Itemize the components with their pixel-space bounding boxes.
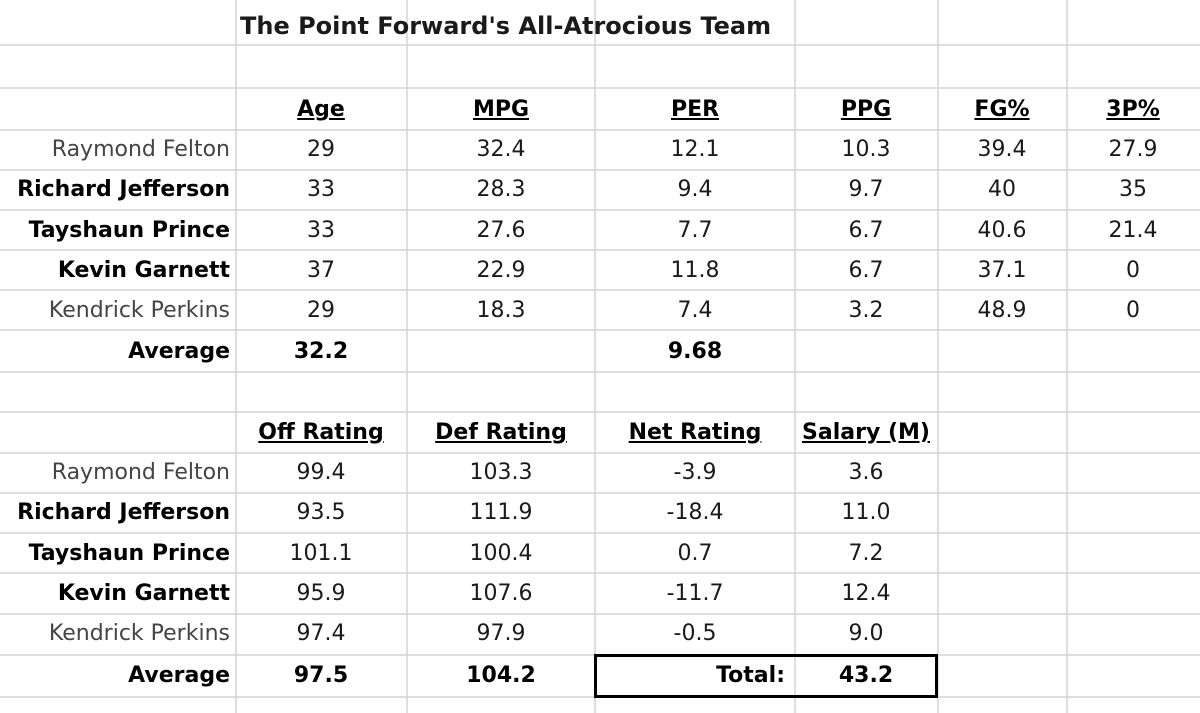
cell-value: 7.2 [848, 540, 884, 566]
cell-value: 37.1 [977, 257, 1027, 283]
average-label: Average [128, 663, 230, 688]
cell-value: 40 [988, 177, 1016, 203]
cell-value: -0.5 [673, 621, 717, 647]
cell-value: 0 [1126, 257, 1140, 283]
player-name: Kevin Garnett [57, 580, 230, 606]
cell-value: 12.4 [841, 580, 891, 606]
cell-value: 28.3 [476, 177, 526, 203]
cell-value: 11.0 [841, 500, 891, 526]
cell-value: 22.9 [476, 257, 526, 283]
player-name: Tayshaun Prince [28, 217, 230, 243]
cell-value: 100.4 [469, 540, 533, 566]
average-value: 104.2 [466, 663, 536, 688]
total-value: 43.2 [838, 663, 894, 688]
column-header: PER [670, 97, 720, 122]
cell-value: 3.6 [848, 460, 884, 485]
average-value: 97.5 [293, 663, 349, 688]
cell-value: 27.6 [476, 217, 526, 243]
column-header: Salary (M) [802, 420, 930, 445]
cell-value: 107.6 [469, 580, 533, 606]
cell-value: 6.7 [848, 217, 884, 243]
cell-value: 12.1 [670, 137, 720, 162]
cell-value: -18.4 [666, 500, 724, 526]
player-name: Richard Jefferson [17, 177, 230, 203]
cell-value: 111.9 [469, 500, 533, 526]
sheet-title: The Point Forward's All-Atrocious Team [240, 12, 772, 40]
cell-value: 9.7 [848, 177, 884, 203]
cell-value: 32.4 [476, 137, 526, 162]
cell-value: 99.4 [296, 460, 346, 485]
cell-value: 40.6 [977, 217, 1027, 243]
player-name: Richard Jefferson [17, 500, 230, 526]
cell-value: 101.1 [289, 540, 353, 566]
average-label: Average [128, 339, 230, 364]
cell-value: -11.7 [666, 580, 724, 606]
cell-value: 37 [307, 257, 335, 283]
player-name: Raymond Felton [51, 137, 230, 162]
cell-value: 9.4 [677, 177, 713, 203]
total-box [594, 654, 938, 698]
cell-value: 29 [307, 298, 335, 324]
cell-value: 7.7 [677, 217, 713, 243]
player-name: Kendrick Perkins [48, 298, 230, 324]
cell-value: 11.8 [670, 257, 720, 283]
cell-value: 95.9 [296, 580, 346, 606]
column-header: MPG [472, 97, 530, 122]
cell-value: 29 [307, 137, 335, 162]
cell-value: 97.9 [476, 621, 526, 647]
average-value: 9.68 [667, 339, 723, 364]
cell-value: 33 [307, 217, 335, 243]
cell-value: 33 [307, 177, 335, 203]
column-header: Def Rating [435, 420, 567, 445]
column-header: PPG [840, 97, 892, 122]
column-header: 3P% [1106, 97, 1160, 122]
column-header: Net Rating [628, 420, 762, 445]
cell-value: 93.5 [296, 500, 346, 526]
cell-value: 103.3 [469, 460, 533, 485]
cell-value: 3.2 [848, 298, 884, 324]
player-name: Kendrick Perkins [48, 621, 230, 647]
player-name: Tayshaun Prince [28, 540, 230, 566]
cell-value: 48.9 [977, 298, 1027, 324]
cell-value: 97.4 [296, 621, 346, 647]
column-header: Age [297, 97, 345, 122]
cell-value: 35 [1119, 177, 1147, 203]
player-name: Kevin Garnett [57, 257, 230, 283]
cell-value: 18.3 [476, 298, 526, 324]
cell-value: 7.4 [677, 298, 713, 324]
cell-value: 27.9 [1108, 137, 1158, 162]
cell-value: 0.7 [677, 540, 713, 566]
cell-value: -3.9 [673, 460, 717, 485]
column-header: FG% [974, 97, 1030, 122]
average-value: 32.2 [293, 339, 349, 364]
cell-value: 6.7 [848, 257, 884, 283]
total-label: Total: [716, 663, 785, 688]
player-name: Raymond Felton [51, 460, 230, 485]
column-header: Off Rating [258, 420, 384, 445]
cell-value: 10.3 [841, 137, 891, 162]
cell-value: 0 [1126, 298, 1140, 324]
cell-value: 9.0 [848, 621, 884, 647]
cell-value: 39.4 [977, 137, 1027, 162]
cell-value: 21.4 [1108, 217, 1158, 243]
